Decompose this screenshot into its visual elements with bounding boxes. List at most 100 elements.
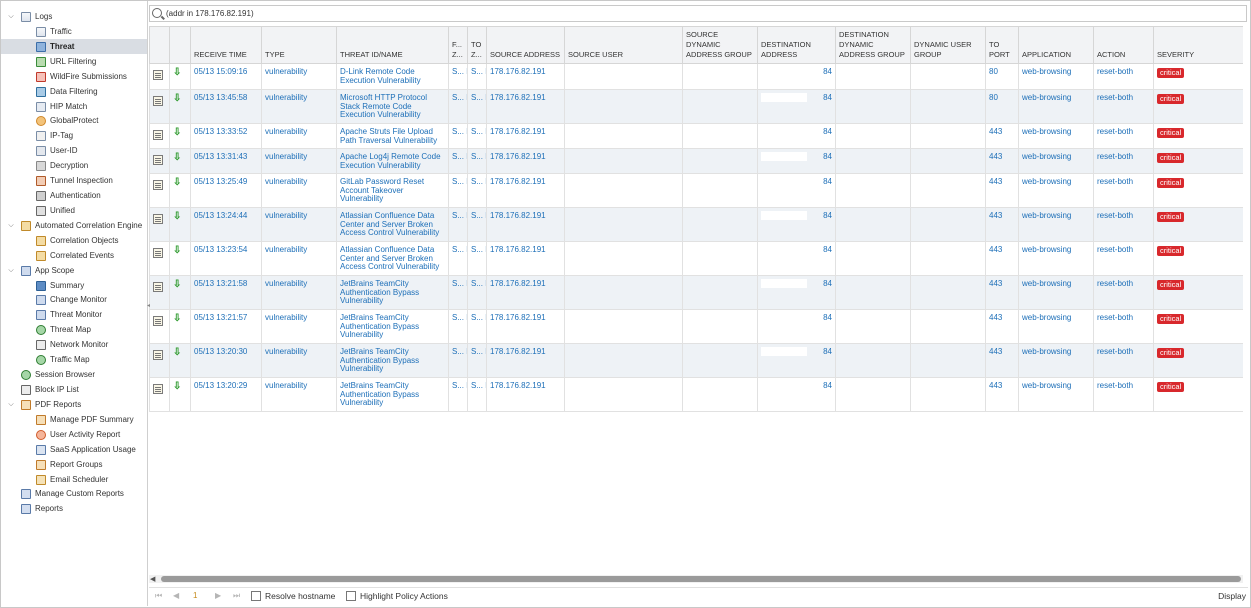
application-cell[interactable]: web-browsing (1018, 343, 1094, 378)
action-cell[interactable]: reset-both (1093, 63, 1154, 90)
download-pcap-icon[interactable]: ⇩ (173, 127, 182, 138)
application-cell[interactable]: web-browsing (1018, 89, 1094, 124)
sidebar-item-traffic-map[interactable]: Traffic Map (1, 352, 147, 367)
threat-name-cell[interactable]: JetBrains TeamCity Authentication Bypass… (336, 309, 449, 344)
sidebar-item-wildfire-submissions[interactable]: WildFire Submissions (1, 69, 147, 84)
receive-time-cell[interactable]: 05/13 13:31:43 (190, 148, 262, 174)
column-header-threat-id-name[interactable]: THREAT ID/NAME (336, 26, 449, 64)
severity-badge[interactable]: critical (1157, 246, 1185, 256)
page-number[interactable]: 1 (193, 591, 198, 600)
sidebar-item-user-activity-report[interactable]: User Activity Report (1, 427, 147, 442)
to-zone-cell[interactable]: S... D... (467, 207, 487, 242)
application-cell[interactable]: web-browsing (1018, 241, 1094, 276)
chevron-down-icon[interactable]: ⌵ (8, 266, 14, 274)
row-icon-cell[interactable]: ⇩ (169, 275, 191, 310)
receive-time-cell[interactable]: 05/13 13:33:52 (190, 123, 262, 149)
to-port-cell[interactable]: 443 (985, 275, 1019, 310)
receive-time-cell[interactable]: 05/13 15:09:16 (190, 63, 262, 90)
destination-address-suffix[interactable]: 84 (823, 67, 832, 76)
receive-time-cell[interactable]: 05/13 13:20:30 (190, 343, 262, 378)
sidebar-item-change-monitor[interactable]: Change Monitor (1, 292, 147, 307)
sidebar-item-threat[interactable]: Threat (1, 38, 147, 54)
to-zone-cell[interactable]: S... D... (467, 377, 487, 412)
sidebar-item-pdf-reports[interactable]: ⌵ PDF Reports (1, 397, 147, 412)
log-detail-icon[interactable] (153, 384, 163, 394)
row-icon-cell[interactable] (149, 377, 170, 412)
log-detail-icon[interactable] (153, 130, 163, 140)
receive-time-cell[interactable]: 05/13 13:45:58 (190, 89, 262, 124)
to-port-cell[interactable]: 443 (985, 173, 1019, 208)
destination-address-suffix[interactable]: 84 (823, 152, 832, 161)
sidebar-item-correlation-objects[interactable]: Correlation Objects (1, 233, 147, 248)
destination-address-cell[interactable]: 84 (757, 377, 836, 412)
sidebar-item-decryption[interactable]: Decryption (1, 158, 147, 173)
destination-address-suffix[interactable]: 84 (823, 93, 832, 102)
row-icon-cell[interactable] (149, 207, 170, 242)
download-pcap-icon[interactable]: ⇩ (173, 279, 182, 290)
severity-badge[interactable]: critical (1157, 178, 1185, 188)
from-zone-cell[interactable]: S... D... (448, 275, 468, 310)
from-zone-cell[interactable]: S... D... (448, 89, 468, 124)
application-cell[interactable]: web-browsing (1018, 377, 1094, 412)
destination-address-suffix[interactable]: 84 (823, 381, 832, 390)
table-row[interactable]: ⇩ 05/13 15:09:16 vulnerability D-Link Remot… (149, 63, 1243, 90)
sidebar-item-hip-match[interactable]: HIP Match (1, 99, 147, 114)
destination-address-cell[interactable]: 84 (757, 63, 836, 90)
sidebar-item-app-scope[interactable]: ⌵ App Scope (1, 263, 147, 278)
from-zone-cell[interactable]: S... D... (448, 309, 468, 344)
receive-time-cell[interactable]: 05/13 13:21:57 (190, 309, 262, 344)
to-zone-cell[interactable]: S... D... (467, 309, 487, 344)
column-header-blank-0[interactable] (149, 26, 170, 64)
from-zone-cell[interactable]: S... D... (448, 148, 468, 174)
row-icon-cell[interactable]: ⇩ (169, 309, 191, 344)
threat-name-cell[interactable]: Apache Struts File Upload Path Traversal… (336, 123, 449, 149)
threat-name-cell[interactable]: D-Link Remote Code Execution Vulnerabili… (336, 63, 449, 90)
table-row[interactable]: ⇩ 05/13 13:31:43 vulnerability Apache Log4j… (149, 148, 1243, 174)
sidebar-item-traffic[interactable]: Traffic (1, 24, 147, 39)
column-header-action[interactable]: ACTION (1093, 26, 1154, 64)
action-cell[interactable]: reset-both (1093, 377, 1154, 412)
action-cell[interactable]: reset-both (1093, 173, 1154, 208)
sidebar-item-threat-map[interactable]: Threat Map (1, 322, 147, 337)
source-address-cell[interactable]: 178.176.82.191 (486, 89, 565, 124)
sidebar-item-manage-custom-reports[interactable]: Manage Custom Reports (1, 486, 147, 501)
row-icon-cell[interactable] (149, 309, 170, 344)
severity-cell[interactable]: critical (1153, 89, 1243, 124)
destination-address-cell[interactable]: 84 (757, 173, 836, 208)
from-zone-cell[interactable]: S... D... (448, 241, 468, 276)
row-icon-cell[interactable]: ⇩ (169, 148, 191, 174)
source-address-cell[interactable]: 178.176.82.191 (486, 173, 565, 208)
table-row[interactable]: ⇩ 05/13 13:45:58 vulnerability Microsoft HT… (149, 89, 1243, 124)
to-port-cell[interactable]: 443 (985, 343, 1019, 378)
sidebar-item-saas-application-usage[interactable]: SaaS Application Usage (1, 442, 147, 457)
threat-name-cell[interactable]: Atlassian Confluence Data Center and Ser… (336, 207, 449, 242)
destination-address-suffix[interactable]: 84 (823, 313, 832, 322)
from-zone-cell[interactable]: S... D... (448, 343, 468, 378)
source-address-cell[interactable]: 178.176.82.191 (486, 123, 565, 149)
row-icon-cell[interactable] (149, 123, 170, 149)
destination-address-suffix[interactable]: 84 (823, 279, 832, 288)
from-zone-cell[interactable]: S... D... (448, 173, 468, 208)
column-header-type[interactable]: TYPE (261, 26, 337, 64)
to-port-cell[interactable]: 80 (985, 63, 1019, 90)
column-header-severity[interactable]: SEVERITY (1153, 26, 1243, 64)
row-icon-cell[interactable] (149, 343, 170, 378)
destination-address-cell[interactable]: 84 (757, 123, 836, 149)
from-zone-cell[interactable]: S... D... (448, 207, 468, 242)
download-pcap-icon[interactable]: ⇩ (173, 381, 182, 392)
severity-cell[interactable]: critical (1153, 207, 1243, 242)
download-pcap-icon[interactable]: ⇩ (173, 313, 182, 324)
table-row[interactable]: ⇩ 05/13 13:20:29 vulnerability JetBrains Te… (149, 377, 1243, 412)
to-zone-cell[interactable]: S... D... (467, 89, 487, 124)
to-port-cell[interactable]: 80 (985, 89, 1019, 124)
destination-address-suffix[interactable]: 84 (823, 177, 832, 186)
download-pcap-icon[interactable]: ⇩ (173, 245, 182, 256)
source-address-cell[interactable]: 178.176.82.191 (486, 63, 565, 90)
action-cell[interactable]: reset-both (1093, 275, 1154, 310)
source-address-cell[interactable]: 178.176.82.191 (486, 241, 565, 276)
action-cell[interactable]: reset-both (1093, 343, 1154, 378)
to-zone-cell[interactable]: S... D... (467, 241, 487, 276)
log-detail-icon[interactable] (153, 316, 163, 326)
column-header-dynamic-user-group[interactable]: DYNAMIC USER GROUP (910, 26, 986, 64)
sidebar-item-email-scheduler[interactable]: Email Scheduler (1, 472, 147, 487)
